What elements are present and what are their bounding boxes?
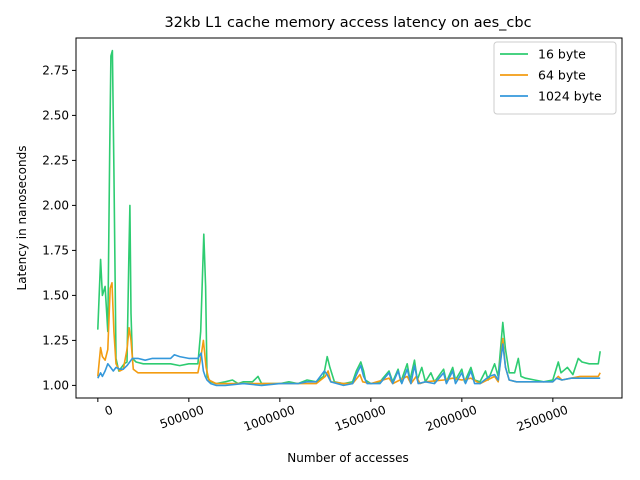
chart-title: 32kb L1 cache memory access latency on a… xyxy=(164,15,531,31)
y-tick-label: 1.00 xyxy=(42,378,69,392)
legend-label: 64 byte xyxy=(538,68,586,83)
plot-area-frame xyxy=(75,37,623,399)
x-tick-label: 2500000 xyxy=(515,403,570,434)
x-tick-label: 2000000 xyxy=(424,403,479,434)
series-line-64-byte xyxy=(97,282,601,385)
plot-series-group xyxy=(97,49,601,387)
y-tick-label: 1.50 xyxy=(42,288,69,302)
y-tick-label: 1.25 xyxy=(42,333,69,347)
legend: 16 byte 64 byte 1024 byte xyxy=(493,41,617,115)
x-tick-label: 1500000 xyxy=(333,403,388,434)
series-line-1024-byte xyxy=(97,343,601,387)
x-tick-label: 0 xyxy=(103,403,115,419)
legend-label: 16 byte xyxy=(538,47,586,62)
y-tick-label: 2.75 xyxy=(42,63,69,77)
x-tick-label: 500000 xyxy=(158,403,206,432)
x-axis-label: Number of accesses xyxy=(287,451,408,465)
y-tick-label: 1.75 xyxy=(42,243,69,257)
y-axis-ticks: 1.00 1.25 1.50 1.75 2.00 2.25 2.50 2.75 xyxy=(42,63,76,392)
y-axis-label: Latency in nanoseconds xyxy=(15,146,29,291)
legend-label: 1024 byte xyxy=(538,89,602,104)
title-group: 32kb L1 cache memory access latency on a… xyxy=(164,15,531,31)
x-axis-ticks: 0 500000 1000000 1500000 2000000 2500000 xyxy=(97,398,570,434)
y-tick-label: 2.50 xyxy=(42,108,69,122)
y-tick-label: 2.25 xyxy=(42,153,69,167)
x-tick-label: 1000000 xyxy=(242,403,297,434)
series-line-16-byte xyxy=(97,49,601,385)
y-tick-label: 2.00 xyxy=(42,198,69,212)
